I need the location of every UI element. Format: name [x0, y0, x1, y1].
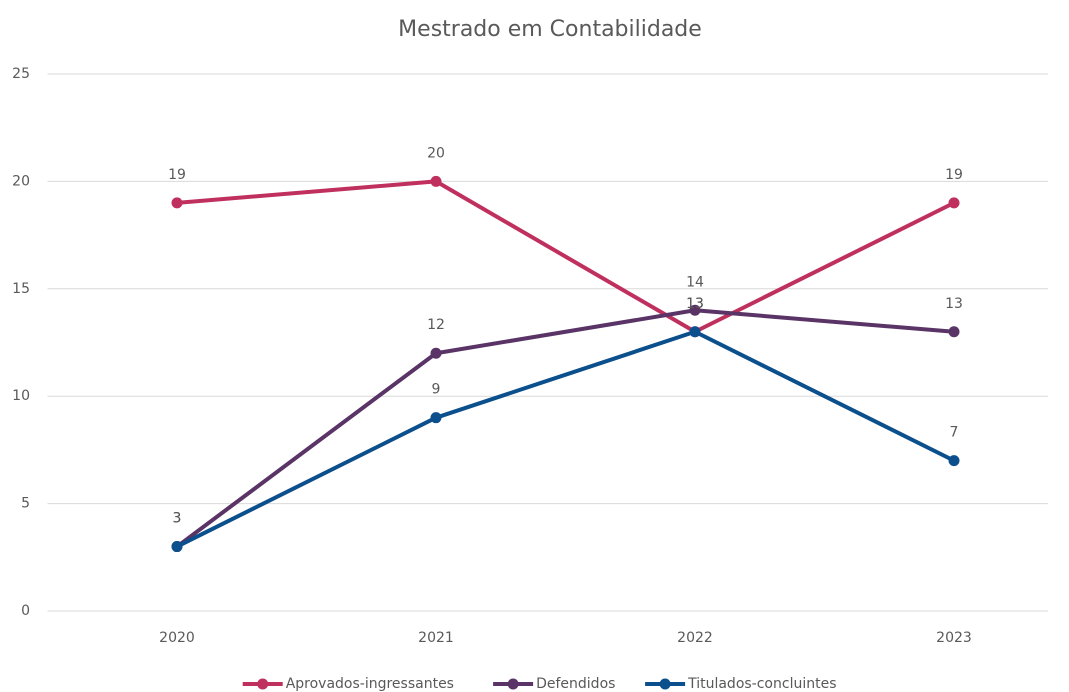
y-tick-label: 10 — [12, 388, 30, 404]
data-label: 9 — [432, 382, 441, 398]
data-label: 12 — [427, 317, 445, 333]
x-tick-label: 2021 — [418, 630, 454, 646]
y-tick-label: 15 — [12, 281, 30, 297]
series-line — [176, 179, 955, 334]
legend-marker — [257, 678, 269, 690]
y-tick-label: 25 — [12, 66, 30, 82]
point — [430, 347, 442, 359]
point — [430, 175, 442, 187]
point — [689, 326, 701, 338]
point — [948, 326, 960, 338]
data-label: 14 — [686, 274, 704, 290]
data-label: 3 — [173, 511, 182, 527]
point — [948, 455, 960, 467]
data-label: 19 — [168, 167, 186, 183]
y-tick-label: 20 — [12, 173, 30, 189]
y-tick-label: 0 — [21, 603, 30, 619]
point — [171, 541, 183, 553]
data-label: 13 — [686, 296, 704, 312]
chart-title: Mestrado em Contabilidade — [398, 17, 702, 42]
x-tick-label: 2023 — [936, 630, 972, 646]
point — [689, 304, 701, 316]
series-line — [175, 308, 955, 549]
x-tick-label: 2020 — [159, 630, 195, 646]
y-tick-label: 5 — [21, 496, 30, 512]
legend-label: Aprovados-ingressantes — [286, 676, 454, 692]
legend-marker — [507, 678, 519, 690]
legend-label: Titulados-concluintes — [687, 676, 836, 692]
x-tick-label: 2022 — [677, 630, 713, 646]
data-label: 19 — [945, 167, 963, 183]
data-label: 13 — [945, 296, 963, 312]
legend-marker — [659, 678, 671, 690]
data-label: 7 — [950, 425, 959, 441]
legend-label: Defendidos — [536, 676, 615, 692]
point — [430, 412, 442, 424]
point — [171, 197, 183, 209]
data-label: 20 — [427, 145, 445, 161]
point — [948, 197, 960, 209]
series-line — [176, 329, 955, 549]
data-label: 3 — [173, 511, 182, 527]
